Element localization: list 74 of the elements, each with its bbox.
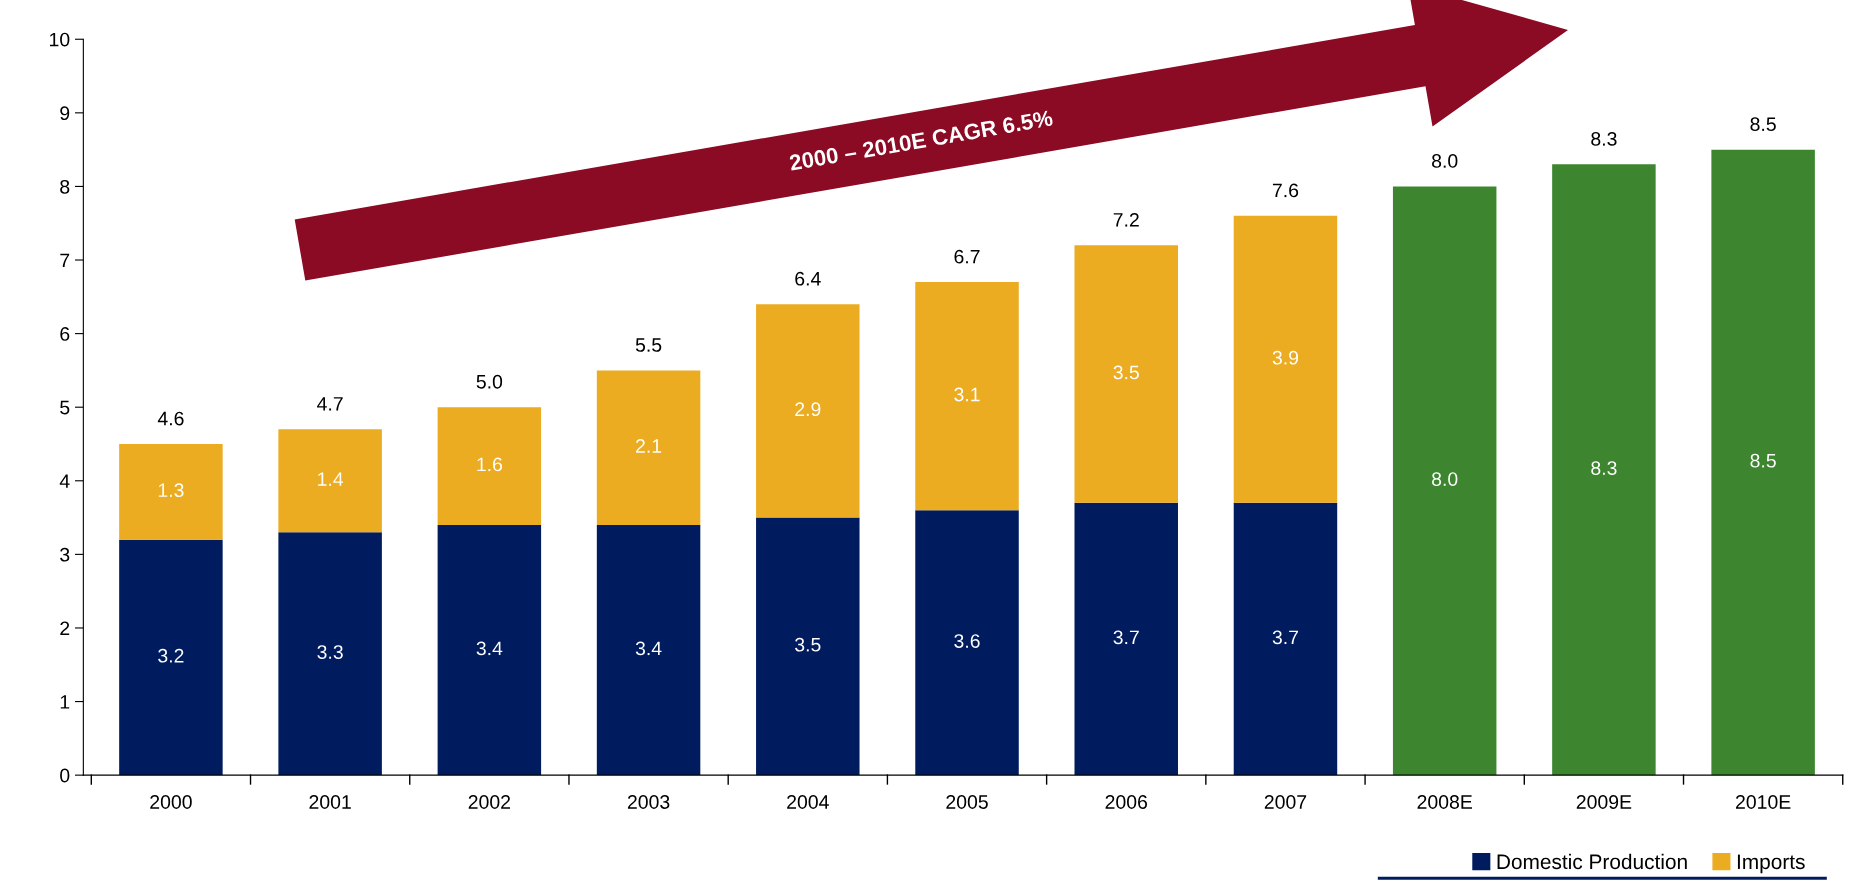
data-label: 3.7 [1272, 630, 1298, 645]
data-label: 2.9 [795, 402, 821, 417]
total-label: 5.0 [476, 374, 503, 389]
data-label: 3.9 [1272, 350, 1299, 365]
y-tick-label: 6 [60, 327, 70, 341]
bar [596, 524, 701, 776]
data-label: 1.3 [158, 483, 184, 498]
total-label: 8.5 [1750, 117, 1776, 132]
bar [1711, 149, 1815, 776]
total-label: 7.6 [1272, 183, 1299, 198]
x-tick-label: 2003 [627, 795, 670, 809]
x-tick-label: 2004 [787, 795, 829, 809]
x-tick-label: 2001 [309, 795, 351, 809]
legend-label: Domestic Production [1497, 853, 1687, 870]
y-tick-label: 3 [60, 547, 70, 562]
bar [437, 524, 542, 776]
y-tick-label: 0 [60, 768, 70, 783]
data-label: 3.3 [317, 645, 343, 659]
total-label: 8.0 [1432, 154, 1458, 168]
bar [756, 304, 860, 518]
bar [278, 429, 382, 533]
data-label: 3.6 [954, 634, 980, 648]
x-tick-label: 2000 [150, 795, 192, 809]
x-tick-label: 2007 [1264, 795, 1307, 809]
x-tick-label: 2009E [1576, 795, 1632, 809]
bar [1074, 502, 1178, 776]
x-tick-label: 2002 [468, 795, 511, 809]
bar [1233, 502, 1338, 776]
y-tick-label: 10 [50, 32, 70, 47]
total-label: 4.6 [157, 411, 184, 426]
data-label: 8.3 [1591, 461, 1617, 475]
y-tick-label: 9 [60, 106, 70, 121]
bar [119, 443, 223, 540]
x-tick-label: 2005 [946, 795, 988, 809]
total-label: 8.3 [1591, 132, 1617, 146]
total-label: 6.4 [795, 271, 821, 286]
data-label: 3.5 [795, 637, 821, 652]
total-label: 6.7 [954, 249, 980, 264]
y-tick-label: 8 [60, 179, 70, 194]
bar [1392, 186, 1497, 776]
bar [119, 539, 223, 776]
data-label: 1.6 [477, 457, 503, 472]
y-tick-label: 2 [60, 621, 70, 636]
total-label: 7.2 [1113, 212, 1139, 227]
bar [596, 370, 701, 525]
total-label: 4.7 [317, 397, 343, 411]
data-label: 8.0 [1432, 472, 1458, 487]
bar [915, 282, 1019, 511]
x-tick-label: 2010E [1736, 795, 1791, 809]
x-tick-label: 2008E [1417, 795, 1472, 809]
data-label: 8.5 [1750, 453, 1776, 468]
y-tick-label: 4 [59, 474, 70, 488]
bar [278, 532, 382, 776]
x-tick-label: 2006 [1105, 795, 1148, 809]
total-label: 5.5 [635, 338, 662, 352]
bar [756, 517, 860, 776]
data-label: 3.1 [954, 387, 980, 402]
y-tick-label: 5 [60, 400, 70, 415]
y-tick-label: 7 [60, 253, 70, 268]
data-label: 3.2 [158, 648, 184, 663]
annotation: 2000 – 2010E CAGR 6.5% [788, 109, 1054, 171]
bar [915, 510, 1019, 776]
bar [1233, 215, 1338, 503]
data-label: 1.4 [318, 472, 344, 486]
data-label: 3.7 [1113, 630, 1139, 645]
data-label: 3.5 [1113, 365, 1139, 380]
bar [437, 407, 542, 525]
bar [1074, 245, 1178, 503]
data-label: 3.4 [635, 641, 662, 656]
bar [1552, 164, 1656, 776]
data-label: 3.4 [476, 641, 503, 656]
legend-label: Imports [1737, 854, 1805, 874]
data-label: 2.1 [636, 439, 662, 453]
y-tick-label: 1 [60, 695, 70, 709]
